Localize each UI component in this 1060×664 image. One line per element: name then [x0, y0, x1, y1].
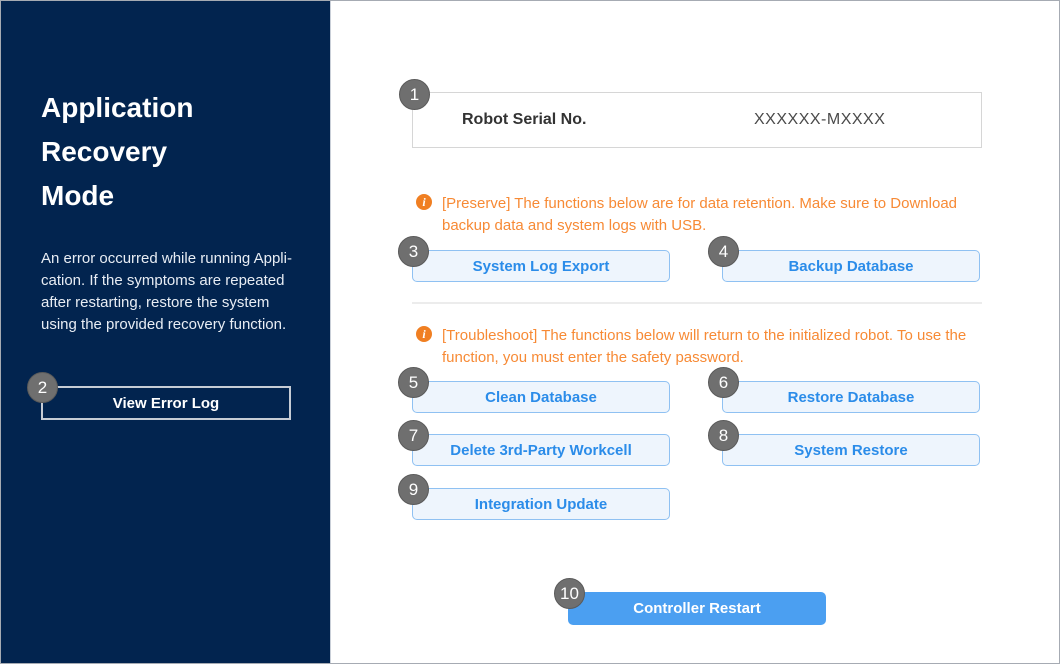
step-badge-5: 5: [398, 367, 429, 398]
system-restore-slot: 8 System Restore: [708, 420, 980, 466]
step-badge-10: 10: [554, 578, 585, 609]
robot-serial-row: 1 Robot Serial No. XXXXXX-MXXXX: [399, 79, 982, 148]
restore-database-button[interactable]: Restore Database: [722, 381, 980, 413]
backup-database-slot: 4 Backup Database: [708, 236, 980, 282]
robot-serial-value: XXXXXX-MXXXX: [754, 111, 886, 128]
integration-update-slot: 9 Integration Update: [398, 474, 670, 520]
integration-update-button[interactable]: Integration Update: [412, 488, 670, 520]
step-badge-2: 2: [27, 372, 58, 403]
view-error-log-button[interactable]: View Error Log: [41, 386, 291, 420]
sidebar-description: An error occurred while running Appli- c…: [41, 248, 300, 336]
info-icon: i: [416, 326, 432, 342]
description-line: after restarting, restore the system: [41, 294, 270, 311]
system-restore-button[interactable]: System Restore: [722, 434, 980, 466]
step-badge-8: 8: [708, 420, 739, 451]
step-badge-1: 1: [399, 79, 430, 110]
controller-restart-slot: 10 Controller Restart: [554, 578, 826, 625]
controller-restart-button[interactable]: Controller Restart: [568, 592, 826, 625]
clean-database-button[interactable]: Clean Database: [412, 381, 670, 413]
system-log-export-button[interactable]: System Log Export: [412, 250, 670, 282]
backup-database-button[interactable]: Backup Database: [722, 250, 980, 282]
restore-database-slot: 6 Restore Database: [708, 367, 980, 413]
page-title: Application Recovery Mode: [41, 86, 300, 218]
description-line: cation. If the symptoms are repeated: [41, 272, 285, 289]
troubleshoot-notice-text: [Troubleshoot] The functions below will …: [442, 327, 967, 366]
delete-3rd-party-workcell-slot: 7 Delete 3rd-Party Workcell: [398, 420, 670, 466]
page-title-line: Mode: [41, 180, 115, 211]
sidebar: Application Recovery Mode An error occur…: [1, 1, 331, 663]
system-log-export-slot: 3 System Log Export: [398, 236, 670, 282]
step-badge-6: 6: [708, 367, 739, 398]
step-badge-7: 7: [398, 420, 429, 451]
section-divider: [412, 302, 982, 304]
preserve-notice-text: [Preserve] The functions below are for d…: [442, 195, 958, 234]
clean-database-slot: 5 Clean Database: [398, 367, 670, 413]
troubleshoot-notice: i [Troubleshoot] The functions below wil…: [416, 325, 974, 369]
step-badge-4: 4: [708, 236, 739, 267]
step-badge-9: 9: [398, 474, 429, 505]
description-line: using the provided recovery function.: [41, 316, 287, 333]
page-title-line: Application: [41, 92, 194, 123]
main-panel: 1 Robot Serial No. XXXXXX-MXXXX i [Prese…: [331, 1, 1059, 663]
step-badge-3: 3: [398, 236, 429, 267]
page-title-line: Recovery: [41, 136, 168, 167]
description-line: An error occurred while running Appli-: [41, 250, 292, 267]
info-icon: i: [416, 194, 432, 210]
view-error-log-slot: 2 View Error Log: [27, 372, 291, 420]
delete-3rd-party-workcell-button[interactable]: Delete 3rd-Party Workcell: [412, 434, 670, 466]
robot-serial-label: Robot Serial No.: [462, 111, 587, 128]
preserve-notice: i [Preserve] The functions below are for…: [416, 193, 974, 237]
